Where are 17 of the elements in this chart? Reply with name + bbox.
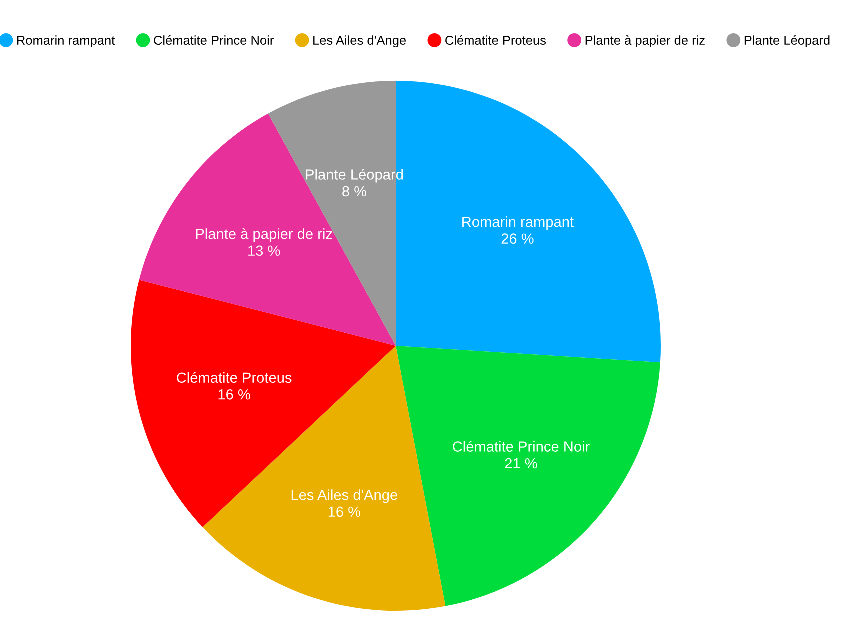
legend-label: Plante à papier de riz <box>586 36 705 48</box>
slice-label: Plante à papier de riz <box>196 228 332 242</box>
legend-label: Plante Léopard <box>744 36 830 48</box>
slice-label: Romarin rampant <box>462 216 574 230</box>
slice-label: Clématite Prince Noir <box>453 441 590 452</box>
data-label: 16 % <box>218 389 250 400</box>
legend-label: Clématite Proteus <box>446 36 546 46</box>
data-label: 8 % <box>342 186 367 197</box>
slice-label: Clématite Proteus <box>177 372 292 384</box>
data-label: 26 % <box>502 234 534 244</box>
legend-label: Les Ailes d'Ange <box>314 36 406 48</box>
data-label: 13 % <box>248 246 280 256</box>
legend-label: Clématite Prince Noir <box>154 36 274 46</box>
slice-label: Les Ailes d'Ange <box>292 490 398 504</box>
data-label: 16 % <box>328 506 361 518</box>
data-label: 21 % <box>505 458 538 469</box>
legend-label: Romarin rampant <box>17 36 116 48</box>
